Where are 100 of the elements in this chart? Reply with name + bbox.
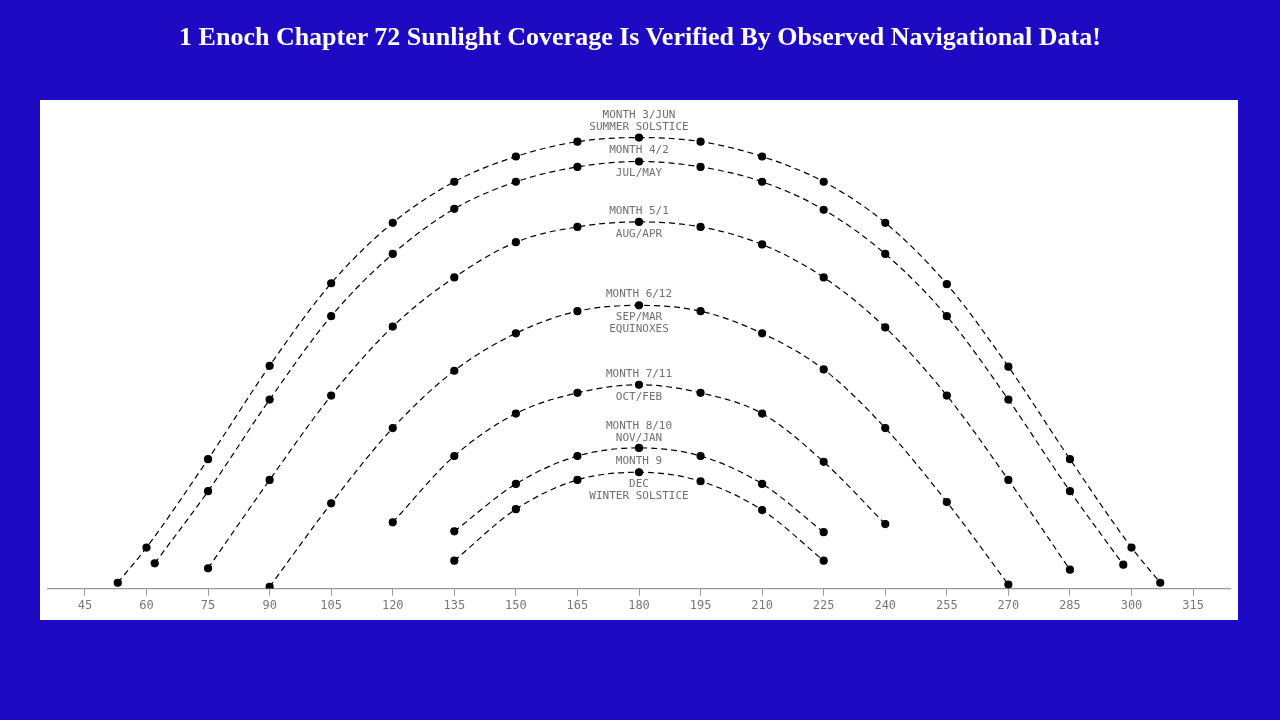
point — [696, 388, 705, 397]
annotation: MONTH 6/12 SEP/MAR EQUINOXES — [605, 287, 673, 336]
annotation: MONTH 7/11 OCT/FEB — [605, 366, 673, 403]
point — [388, 322, 397, 331]
point — [511, 152, 520, 161]
x-tick-label: 45 — [77, 597, 93, 612]
point — [573, 475, 582, 484]
point — [881, 520, 890, 529]
text: MONTH 3/JUN SUMMER SOLSTICE — [589, 108, 689, 134]
point — [573, 162, 582, 171]
point — [1004, 395, 1013, 404]
x-tick-label: 120 — [381, 597, 404, 612]
point — [511, 177, 520, 186]
point — [450, 451, 459, 461]
point — [942, 280, 951, 289]
point — [758, 506, 767, 515]
point — [819, 457, 828, 466]
point — [696, 137, 705, 146]
point — [327, 279, 336, 288]
point — [696, 477, 705, 486]
x-tick-label: 60 — [139, 597, 154, 612]
point — [573, 388, 582, 397]
x-tick-label: 105 — [320, 597, 343, 612]
point — [634, 380, 644, 389]
point — [327, 312, 336, 321]
point — [819, 528, 828, 537]
point — [388, 249, 397, 259]
x-tick-label: 285 — [1059, 597, 1081, 612]
point — [1065, 565, 1075, 574]
point — [758, 479, 767, 489]
point — [758, 409, 767, 418]
x-tick-label: 75 — [200, 597, 216, 612]
point — [573, 222, 582, 231]
point — [819, 556, 828, 565]
point — [819, 273, 828, 282]
point — [819, 177, 828, 186]
point — [881, 218, 890, 227]
point — [881, 323, 890, 332]
point — [573, 451, 582, 461]
point — [696, 451, 705, 461]
point — [1004, 362, 1013, 371]
point — [265, 361, 274, 370]
x-tick-label: 90 — [262, 597, 277, 612]
point — [758, 240, 767, 249]
x-tick-label: 300 — [1120, 597, 1143, 612]
point — [696, 307, 705, 316]
point — [450, 273, 459, 282]
point — [819, 365, 828, 374]
point — [634, 468, 644, 477]
point — [819, 205, 828, 214]
annotation: MONTH 4/2 JUL/MAY — [609, 143, 669, 180]
x-tick-label: 165 — [566, 597, 589, 612]
point — [881, 423, 890, 433]
point — [1065, 487, 1075, 496]
point — [265, 582, 274, 589]
point — [388, 218, 397, 227]
point — [696, 162, 705, 171]
point — [1127, 543, 1136, 552]
x-tick-label: 150 — [505, 597, 527, 612]
point — [1004, 580, 1013, 589]
x-tick-label: 180 — [628, 597, 650, 612]
point — [142, 543, 151, 552]
point — [634, 157, 644, 166]
point — [511, 329, 520, 338]
chart-title: 1 Enoch Chapter 72 Sunlight Coverage Is Verified By Observed Navigational Data! — [178, 22, 1102, 52]
point — [203, 487, 213, 496]
point — [203, 564, 213, 573]
x-tick-label: 135 — [443, 597, 466, 612]
x-tick-label: 315 — [1182, 597, 1204, 612]
point — [450, 527, 459, 536]
point — [758, 177, 767, 186]
point — [758, 152, 767, 161]
point — [942, 312, 951, 321]
point — [450, 204, 459, 213]
point — [388, 423, 397, 433]
point — [634, 217, 644, 227]
x-tick-label: 240 — [874, 597, 897, 612]
point — [511, 479, 520, 489]
point — [881, 249, 890, 259]
point — [450, 366, 459, 375]
x-tick-label: 255 — [935, 597, 958, 612]
point — [573, 307, 582, 316]
annotation: MONTH 8/10 NOV/JAN — [605, 418, 673, 444]
x-tick-label: 225 — [812, 597, 835, 612]
point — [265, 395, 274, 404]
point — [388, 518, 397, 527]
point — [634, 133, 644, 142]
annotation: MONTH 5/1 AUG/APR — [609, 203, 669, 240]
point — [1065, 455, 1075, 464]
point — [1156, 578, 1165, 587]
point — [203, 455, 213, 464]
x-tick-label: 270 — [997, 597, 1020, 612]
point — [942, 497, 951, 507]
point — [634, 443, 644, 452]
x-tick-label: 210 — [751, 597, 773, 612]
point — [942, 391, 951, 400]
point — [327, 391, 336, 400]
point — [696, 222, 705, 231]
point — [634, 301, 644, 310]
point — [573, 137, 582, 146]
